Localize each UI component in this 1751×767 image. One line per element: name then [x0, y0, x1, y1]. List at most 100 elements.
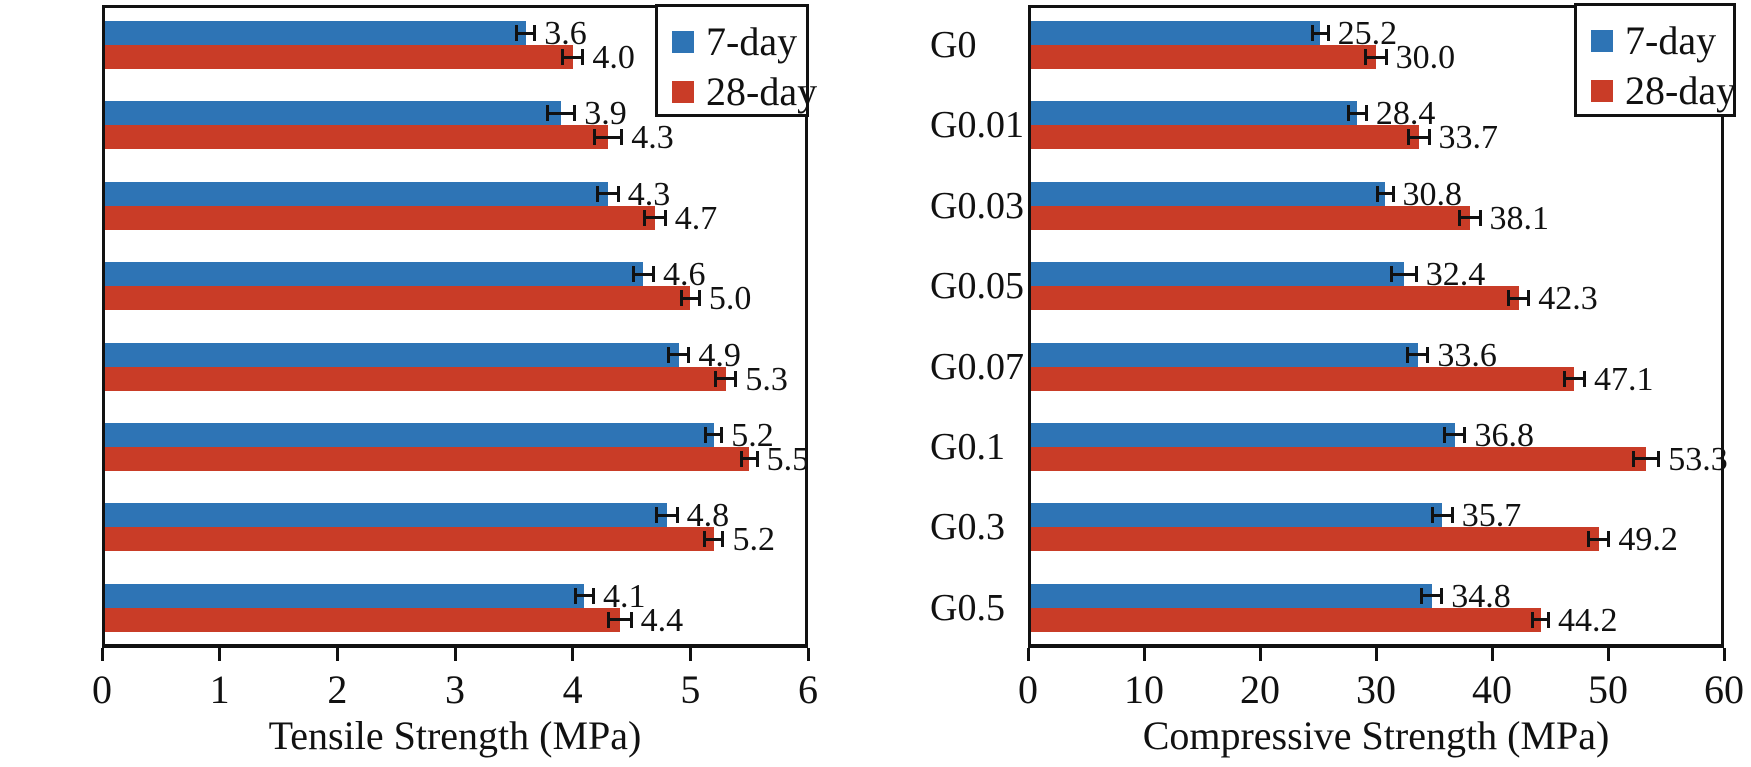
bar-7-day [1031, 342, 1418, 367]
legend-swatch-28-day [672, 81, 694, 103]
x-tick [1142, 648, 1146, 661]
category-label: G0 [930, 24, 977, 66]
x-tick-label: 10 [1124, 667, 1164, 712]
x-axis-title: Compressive Strength (MPa) [1142, 713, 1610, 758]
legend-label: 28-day [706, 69, 818, 114]
bar-7-day [1031, 181, 1386, 206]
bar-value-label: 33.6 [1437, 336, 1497, 374]
bar-value-label: 53.3 [1668, 440, 1728, 478]
x-tick [1606, 648, 1610, 661]
category-label: G0.01 [930, 104, 1024, 147]
bar-28-day [1031, 45, 1376, 69]
bar-28-day [105, 366, 726, 391]
x-tick-label: 0 [1018, 667, 1038, 712]
bar-value-label: 35.7 [1461, 497, 1522, 535]
bar-28-day [1031, 366, 1575, 391]
error-bar [631, 266, 656, 283]
legend-item: 7-day [1591, 16, 1733, 66]
bar-value-label: 5.0 [708, 280, 752, 318]
error-bar [1311, 25, 1330, 41]
error-bar [739, 450, 759, 467]
x-tick-label: 5 [680, 667, 701, 712]
error-bar [1443, 426, 1467, 443]
bar-28-day [105, 45, 573, 69]
x-tick-label: 30 [1356, 667, 1396, 712]
error-bar [596, 185, 620, 202]
x-tick [453, 648, 457, 661]
x-axis-title: Tensile Strength (MPa) [268, 713, 642, 758]
error-bar [545, 105, 577, 122]
bar-value-label: 28.4 [1375, 95, 1436, 133]
bar-value-label: 30.8 [1402, 175, 1463, 213]
bar-value-label: 5.2 [731, 416, 774, 454]
x-tick-label: 50 [1588, 667, 1628, 712]
error-bar [1507, 290, 1531, 307]
bar-7-day [1031, 422, 1455, 447]
error-bar [1420, 587, 1444, 604]
error-bar [606, 611, 633, 628]
error-bar [703, 531, 725, 548]
bar-7-day [1031, 101, 1358, 126]
legend-item: 28-day [1591, 66, 1737, 116]
bar-value-label: 4.1 [603, 577, 646, 615]
bar-value-label: 4.4 [640, 601, 684, 639]
x-tick [335, 648, 339, 661]
error-bar [1458, 209, 1482, 226]
bar-value-label: 49.2 [1618, 521, 1678, 559]
bar-7-day [1031, 503, 1443, 528]
bar-28-day [105, 527, 714, 552]
bar-7-day [105, 262, 644, 287]
bar-value-label: 5.2 [732, 521, 775, 559]
x-tick-label: 4 [562, 667, 583, 712]
bar-value-label: 4.8 [686, 497, 730, 535]
error-bar [1430, 507, 1454, 524]
error-bar [1406, 346, 1430, 363]
bar-28-day [105, 125, 608, 150]
x-tick-label: 2 [327, 667, 348, 712]
legend-label: 28-day [1625, 68, 1737, 113]
bar-28-day [105, 286, 691, 311]
bar-value-label: 4.0 [592, 39, 635, 76]
error-bar [713, 370, 738, 387]
category-label: G0.07 [930, 345, 1024, 388]
bar-7-day [105, 181, 608, 206]
x-tick [1374, 648, 1378, 661]
error-bar [515, 25, 537, 41]
bar-7-day [105, 21, 526, 45]
error-bar [1364, 49, 1388, 65]
bar-7-day [105, 583, 585, 608]
error-bar [643, 209, 667, 226]
bar-7-day [1031, 21, 1321, 45]
bar-7-day [105, 503, 667, 528]
x-tick-label: 20 [1240, 667, 1280, 712]
error-bar [666, 346, 691, 363]
error-bar [573, 587, 595, 604]
legend: 7-day 28-day [655, 4, 817, 117]
error-bar [1587, 531, 1611, 548]
bar-value-label: 4.7 [674, 199, 718, 237]
error-bar [1407, 129, 1431, 146]
bar-7-day [105, 101, 561, 126]
bar-28-day [1031, 527, 1599, 552]
x-tick-label: 1 [209, 667, 230, 712]
error-bar [592, 129, 624, 146]
bar-28-day [105, 607, 620, 632]
error-bar [1389, 266, 1418, 283]
legend-item: 7-day [672, 17, 806, 67]
bar-value-label: 25.2 [1337, 15, 1398, 52]
bar-value-label: 33.7 [1438, 119, 1499, 157]
legend-swatch-7-day [672, 31, 694, 53]
bar-value-label: 5.3 [745, 360, 788, 398]
x-tick [1490, 648, 1494, 661]
bar-value-label: 4.9 [698, 336, 741, 374]
bar-28-day [1031, 286, 1519, 311]
bar-28-day [1031, 125, 1419, 150]
x-tick [571, 648, 575, 661]
x-tick [218, 648, 222, 661]
bar-value-label: 3.9 [584, 95, 627, 133]
bar-value-label: 5.5 [766, 440, 810, 478]
bar-7-day [1031, 262, 1404, 287]
error-bar [1531, 611, 1550, 628]
bar-28-day [1031, 205, 1470, 230]
bar-value-label: 4.6 [663, 256, 706, 294]
